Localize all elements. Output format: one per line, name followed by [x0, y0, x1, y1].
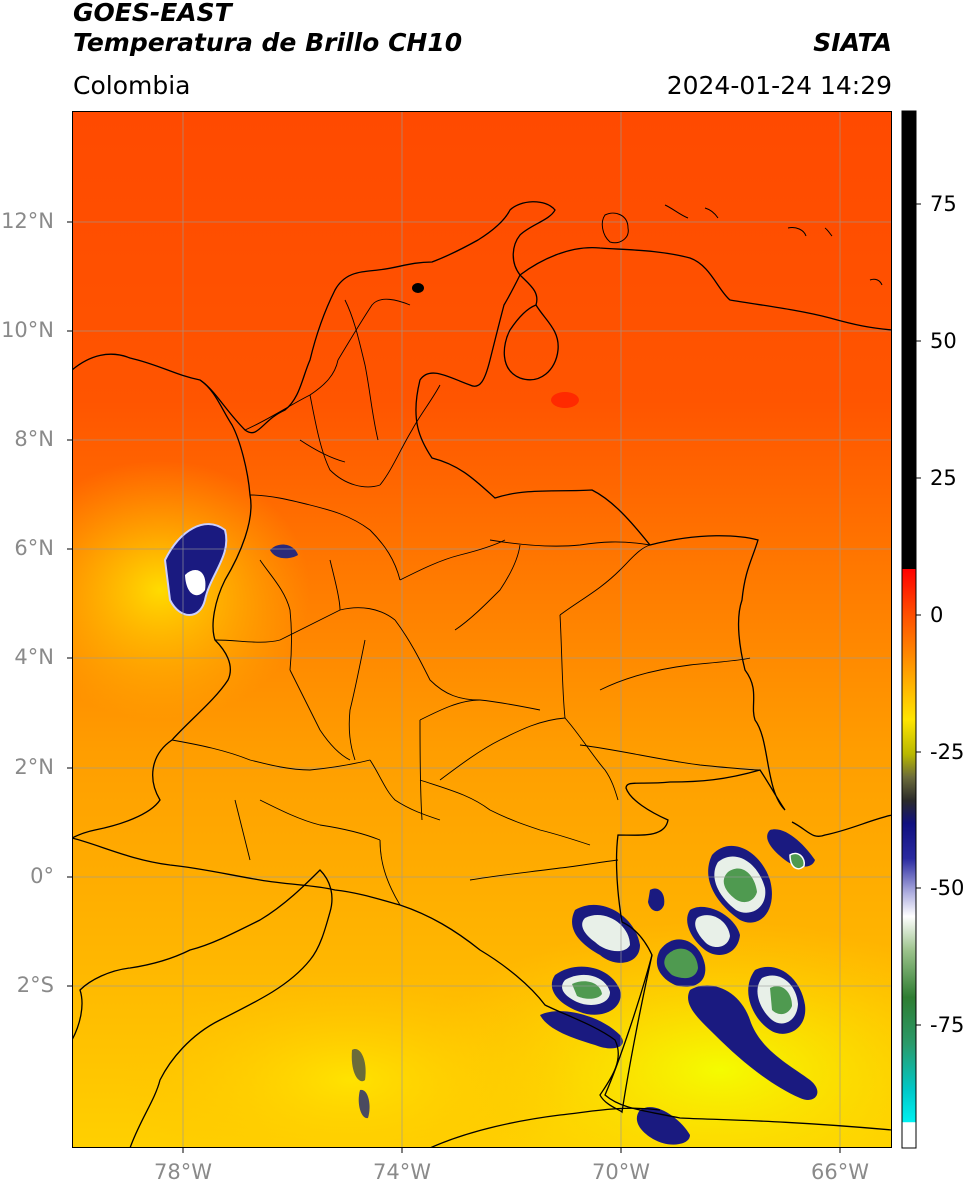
lat-label-6N: 6°N [14, 536, 54, 560]
colorbar-label-minus25: -25 [930, 740, 965, 764]
colorbar-black [902, 111, 916, 569]
colorbar-label-25: 25 [930, 466, 957, 490]
colorbar-label-75: 75 [930, 192, 957, 216]
lat-label-12N: 12°N [1, 209, 54, 233]
lon-label-74W: 74°W [373, 1160, 431, 1184]
region-label: Colombia [73, 71, 191, 100]
lat-label-2S: 2°S [16, 973, 54, 997]
lon-label-66W: 66°W [811, 1160, 869, 1184]
map-ticks [67, 221, 841, 1153]
lat-label-4N: 4°N [14, 645, 54, 669]
cloud-clusters [163, 523, 818, 1145]
source-label: SIATA [813, 28, 892, 57]
lat-label-0: 0° [30, 864, 54, 888]
colorbar-ticks [916, 203, 921, 1026]
datetime-label: 2024-01-24 14:29 [666, 71, 892, 100]
lat-label-8N: 8°N [14, 427, 54, 451]
map-boundaries [72, 201, 892, 1148]
title-line1: GOES-EAST [73, 0, 232, 27]
lon-label-70W: 70°W [592, 1160, 650, 1184]
lat-label-2N: 2°N [14, 755, 54, 779]
colorbar-label-minus75: -75 [930, 1013, 965, 1037]
map-frame [72, 111, 892, 1148]
colorbar-label-0: 0 [930, 603, 944, 627]
islands [601, 204, 883, 286]
lat-label-10N: 10°N [1, 318, 54, 342]
title-line2: Temperatura de Brillo CH10 [73, 28, 463, 57]
colorbar-frame [901, 110, 917, 1149]
colorbar-label-minus50: -50 [930, 876, 965, 900]
lon-label-78W: 78°W [154, 1160, 212, 1184]
colorbar-label-50: 50 [930, 329, 957, 353]
map-internal-borders [171, 298, 761, 906]
colorbar-gradient [902, 569, 916, 1148]
